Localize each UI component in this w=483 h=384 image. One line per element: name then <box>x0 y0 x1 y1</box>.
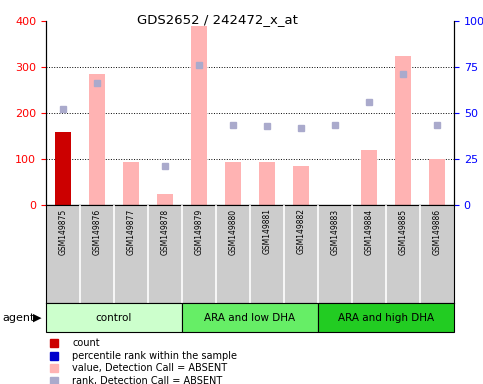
Bar <box>259 162 275 205</box>
Bar <box>123 162 139 205</box>
Text: GDS2652 / 242472_x_at: GDS2652 / 242472_x_at <box>137 13 298 26</box>
Text: GSM149878: GSM149878 <box>160 209 170 255</box>
Text: rank, Detection Call = ABSENT: rank, Detection Call = ABSENT <box>72 376 223 384</box>
Text: GSM149883: GSM149883 <box>330 209 340 255</box>
Text: GSM149876: GSM149876 <box>92 209 101 255</box>
Bar <box>225 162 241 205</box>
Text: GSM149885: GSM149885 <box>398 209 408 255</box>
Text: GSM149879: GSM149879 <box>195 209 203 255</box>
Text: agent: agent <box>2 313 35 323</box>
Bar <box>396 56 411 205</box>
Text: GSM149875: GSM149875 <box>58 209 68 255</box>
Bar <box>361 150 377 205</box>
Text: count: count <box>72 338 100 348</box>
Bar <box>157 194 172 205</box>
Text: GSM149886: GSM149886 <box>432 209 441 255</box>
Bar <box>46 303 182 332</box>
Text: value, Detection Call = ABSENT: value, Detection Call = ABSENT <box>72 363 227 373</box>
Text: ARA and high DHA: ARA and high DHA <box>338 313 434 323</box>
Bar <box>55 132 71 205</box>
Text: GSM149880: GSM149880 <box>228 209 238 255</box>
Bar <box>191 26 207 205</box>
Text: GSM149884: GSM149884 <box>365 209 373 255</box>
Text: ARA and low DHA: ARA and low DHA <box>204 313 296 323</box>
Bar <box>89 74 104 205</box>
Text: percentile rank within the sample: percentile rank within the sample <box>72 351 238 361</box>
Bar <box>429 159 445 205</box>
Bar <box>318 303 454 332</box>
Text: ▶: ▶ <box>33 313 42 323</box>
Text: GSM149882: GSM149882 <box>297 209 305 254</box>
Text: control: control <box>96 313 132 323</box>
Bar <box>182 303 318 332</box>
Text: GSM149877: GSM149877 <box>127 209 135 255</box>
Bar <box>293 166 309 205</box>
Text: GSM149881: GSM149881 <box>262 209 271 254</box>
